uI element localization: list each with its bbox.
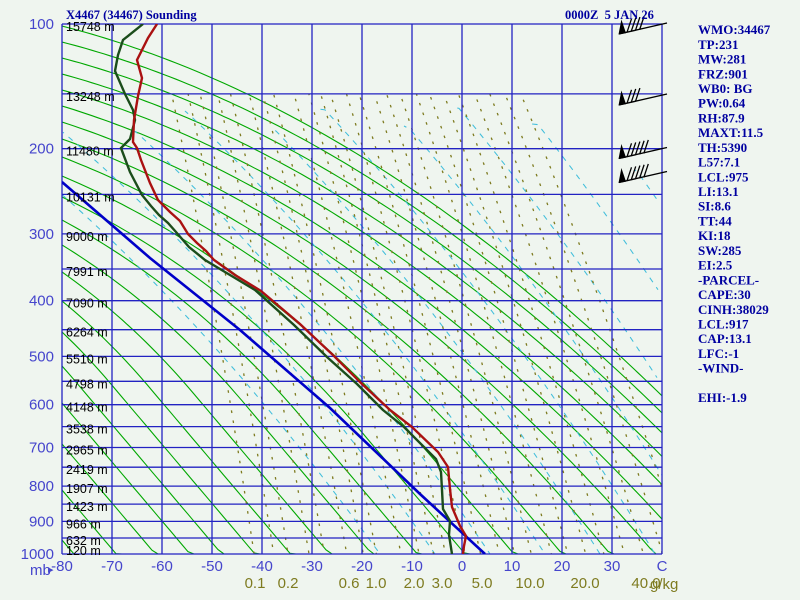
svg-text:2.0: 2.0: [404, 575, 425, 592]
svg-text:700: 700: [29, 439, 54, 456]
svg-text:g/kg: g/kg: [650, 576, 678, 593]
svg-text:30: 30: [604, 558, 621, 575]
svg-text:-50: -50: [201, 558, 223, 575]
svg-text:5.0: 5.0: [472, 575, 493, 592]
svg-text:10131 m: 10131 m: [66, 190, 115, 204]
svg-text:11480 m: 11480 m: [66, 145, 114, 159]
svg-text:100: 100: [29, 16, 54, 33]
svg-text:EI:2.5: EI:2.5: [698, 258, 733, 273]
svg-text:CINH:38029: CINH:38029: [698, 302, 769, 317]
svg-text:LFC:-1: LFC:-1: [698, 346, 739, 361]
svg-text:200: 200: [29, 141, 54, 158]
svg-text:-WIND-: -WIND-: [698, 361, 744, 376]
svg-text:-10: -10: [401, 558, 423, 575]
svg-text:2419 m: 2419 m: [66, 463, 108, 477]
svg-text:FRZ:901: FRZ:901: [698, 66, 748, 81]
svg-text:SW:285: SW:285: [698, 243, 742, 258]
svg-text:WMO:34467: WMO:34467: [698, 22, 771, 37]
svg-text:▸: ▸: [48, 564, 54, 576]
svg-text:MW:281: MW:281: [698, 52, 746, 67]
svg-text:LI:13.1: LI:13.1: [698, 184, 739, 199]
svg-text:1423 m: 1423 m: [66, 500, 108, 514]
svg-text:TP:231: TP:231: [698, 37, 738, 52]
svg-text:LCL:917: LCL:917: [698, 317, 749, 332]
svg-text:2965 m: 2965 m: [66, 443, 108, 457]
svg-text:0.1: 0.1: [245, 575, 266, 592]
svg-text:5510 m: 5510 m: [66, 352, 108, 366]
svg-text:-20: -20: [351, 558, 373, 575]
svg-text:SI:8.6: SI:8.6: [698, 199, 731, 214]
svg-text:300: 300: [29, 226, 54, 243]
svg-text:MAXT:11.5: MAXT:11.5: [698, 125, 764, 140]
svg-text:40.0: 40.0: [631, 575, 660, 592]
svg-text:-70: -70: [101, 558, 123, 575]
svg-text:632 m: 632 m: [66, 534, 101, 548]
svg-text:1.0: 1.0: [366, 575, 387, 592]
svg-text:10: 10: [504, 558, 521, 575]
svg-text:120 m: 120 m: [66, 544, 101, 558]
svg-text:0: 0: [458, 558, 466, 575]
svg-text:966 m: 966 m: [66, 517, 101, 531]
svg-text:15748 m: 15748 m: [66, 20, 115, 34]
svg-text:3538 m: 3538 m: [66, 423, 108, 437]
svg-text:20.0: 20.0: [570, 575, 599, 592]
svg-text:4148 m: 4148 m: [66, 401, 108, 415]
svg-text:LCL:975: LCL:975: [698, 169, 749, 184]
svg-text:-60: -60: [151, 558, 173, 575]
svg-text:7991 m: 7991 m: [66, 265, 108, 279]
svg-text:0.2: 0.2: [278, 575, 299, 592]
svg-text:PW:0.64: PW:0.64: [698, 96, 746, 111]
svg-text:4798 m: 4798 m: [66, 377, 108, 391]
svg-text:7090 m: 7090 m: [66, 297, 108, 311]
svg-text:WB0: BG: WB0: BG: [698, 81, 753, 96]
svg-text:10.0: 10.0: [515, 575, 544, 592]
svg-text:X4467 (34467) Sounding: X4467 (34467) Sounding: [66, 8, 197, 22]
svg-text:3.0: 3.0: [432, 575, 453, 592]
svg-text:500: 500: [29, 348, 54, 365]
svg-text:0000Z 5 JAN 26: 0000Z 5 JAN 26: [565, 8, 654, 22]
svg-text:-PARCEL-: -PARCEL-: [698, 272, 759, 287]
svg-text:KI:18: KI:18: [698, 228, 731, 243]
svg-text:-40: -40: [251, 558, 273, 575]
svg-text:L57:7.1: L57:7.1: [698, 155, 740, 170]
svg-text:TT:44: TT:44: [698, 213, 732, 228]
svg-text:900: 900: [29, 513, 54, 530]
svg-text:600: 600: [29, 397, 54, 414]
svg-text:-80: -80: [51, 558, 73, 575]
svg-text:6264 m: 6264 m: [66, 326, 108, 340]
svg-text:-30: -30: [301, 558, 323, 575]
svg-text:1000: 1000: [21, 546, 54, 563]
svg-text:RH:87.9: RH:87.9: [698, 110, 745, 125]
svg-text:1907 m: 1907 m: [66, 482, 108, 496]
svg-text:EHI:-1.9: EHI:-1.9: [698, 390, 747, 405]
svg-text:20: 20: [554, 558, 571, 575]
svg-text:mb: mb: [30, 562, 51, 579]
svg-text:13248 m: 13248 m: [66, 90, 115, 104]
svg-text:9000 m: 9000 m: [66, 230, 108, 244]
svg-text:CAPE:30: CAPE:30: [698, 287, 751, 302]
svg-text:800: 800: [29, 478, 54, 495]
svg-text:CAP:13.1: CAP:13.1: [698, 331, 752, 346]
svg-text:TH:5390: TH:5390: [698, 140, 747, 155]
svg-text:C: C: [657, 558, 668, 575]
svg-text:0.6: 0.6: [339, 575, 360, 592]
svg-text:400: 400: [29, 293, 54, 310]
